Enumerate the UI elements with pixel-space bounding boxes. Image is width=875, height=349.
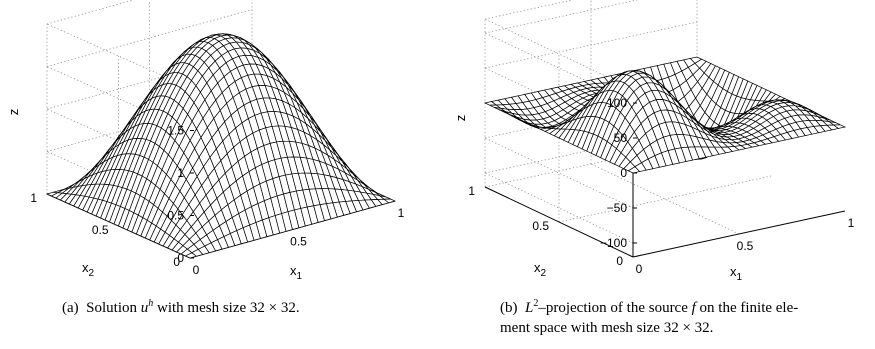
- caption-a-var: u: [140, 300, 149, 316]
- x-tick-label: 1: [848, 216, 855, 230]
- floor-gridline: [558, 175, 772, 223]
- z-tick-label: 1: [177, 166, 184, 180]
- x-tick-label: 0: [636, 262, 643, 276]
- z-gridline: [46, 9, 253, 67]
- y-tick-label: 0: [173, 255, 180, 269]
- x-tick-label: 0: [193, 263, 200, 277]
- caption-b-sup: 2: [533, 298, 539, 309]
- x-tick-label: 0.5: [737, 239, 754, 253]
- z-tick-label: −100: [600, 236, 627, 250]
- caption-a: (a) Solution uh with mesh size 32 × 32.: [62, 294, 422, 318]
- x-axis-label-base: x: [290, 263, 297, 278]
- y-axis-label-sub: 2: [540, 268, 546, 279]
- y-axis-label-sub: 2: [88, 268, 94, 279]
- z-tick-label: 1.5: [167, 124, 184, 138]
- caption-b-var: f: [691, 300, 696, 316]
- x-tick-label: 0.5: [290, 235, 307, 249]
- z-tick-label: 100: [607, 96, 627, 110]
- y-tick-label: 1: [30, 191, 37, 205]
- y-axis-label-base: x: [82, 260, 89, 275]
- mesh-cell: [832, 124, 847, 129]
- caption-b-pre: L: [525, 300, 534, 316]
- x-axis-label: x1: [730, 264, 743, 283]
- y-tick-label: 1: [468, 184, 475, 198]
- surface-mesh: [483, 56, 847, 174]
- surface-mesh: [45, 33, 397, 259]
- z-tick-label: 50: [614, 131, 628, 145]
- box-edge: [484, 0, 575, 20]
- caption-a-post: with mesh size 32 × 32.: [153, 300, 300, 316]
- caption-b-label: (b): [500, 300, 518, 316]
- caption-a-sup: h: [148, 298, 154, 309]
- z-axis-label: z: [6, 109, 21, 116]
- x-tick-label: 1: [398, 206, 405, 220]
- z-tick-label: 0: [620, 166, 627, 180]
- x-axis-label-sub: 1: [296, 271, 302, 282]
- z-tick-label: 0: [177, 251, 184, 265]
- z-tick-label: −50: [607, 201, 628, 215]
- y-axis-label: x2: [82, 260, 95, 279]
- y-tick-label: 0: [616, 254, 623, 268]
- x-axis-label: x1: [290, 263, 303, 282]
- caption-b-mid: –projection of the source: [538, 300, 692, 316]
- mesh-cell: [383, 198, 397, 204]
- caption-a-pre: Solution: [86, 300, 141, 316]
- x-axis-label-sub: 1: [736, 272, 742, 283]
- y-axis-line: [484, 186, 634, 258]
- caption-b-post: on the finite ele-: [695, 300, 799, 316]
- y-tick-label: 0.5: [92, 223, 109, 237]
- y-axis-label: x2: [534, 260, 547, 279]
- z-gridline: [484, 0, 639, 34]
- caption-b: (b) L2–projection of the source f on the…: [500, 294, 872, 338]
- y-axis-label-base: x: [534, 260, 541, 275]
- z-tick-label: 0.5: [167, 209, 184, 223]
- y-tick-label: 0.5: [532, 219, 549, 233]
- x-axis-line: [632, 210, 846, 258]
- x-axis-label-base: x: [730, 264, 737, 279]
- z-axis-label: z: [453, 115, 468, 122]
- caption-b-line2: ment space with mesh size 32 × 32.: [500, 320, 714, 336]
- caption-a-label: (a): [62, 300, 79, 316]
